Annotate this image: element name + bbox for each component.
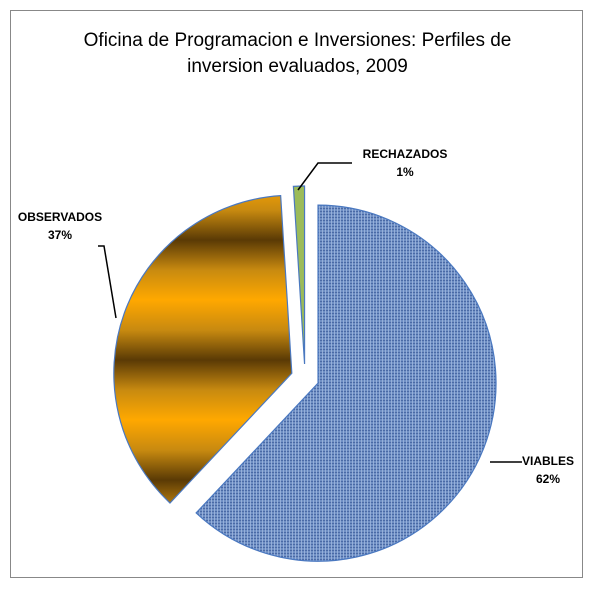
slice-label: RECHAZADOS bbox=[363, 147, 448, 161]
pie-slice bbox=[195, 204, 497, 562]
slice-value-label: 37% bbox=[48, 228, 72, 242]
leader-line bbox=[297, 162, 352, 191]
slice-value-label: 62% bbox=[536, 472, 560, 486]
slice-value-label: 1% bbox=[396, 165, 414, 179]
slice-label: VIABLES bbox=[522, 454, 574, 468]
slice-label: OBSERVADOS bbox=[18, 210, 102, 224]
pie-slice bbox=[292, 185, 306, 365]
chart-frame bbox=[10, 10, 583, 578]
leader-line bbox=[98, 245, 117, 319]
chart-title: Oficina de Programacion e Inversiones: P… bbox=[83, 30, 512, 77]
pie-slice bbox=[113, 194, 293, 504]
